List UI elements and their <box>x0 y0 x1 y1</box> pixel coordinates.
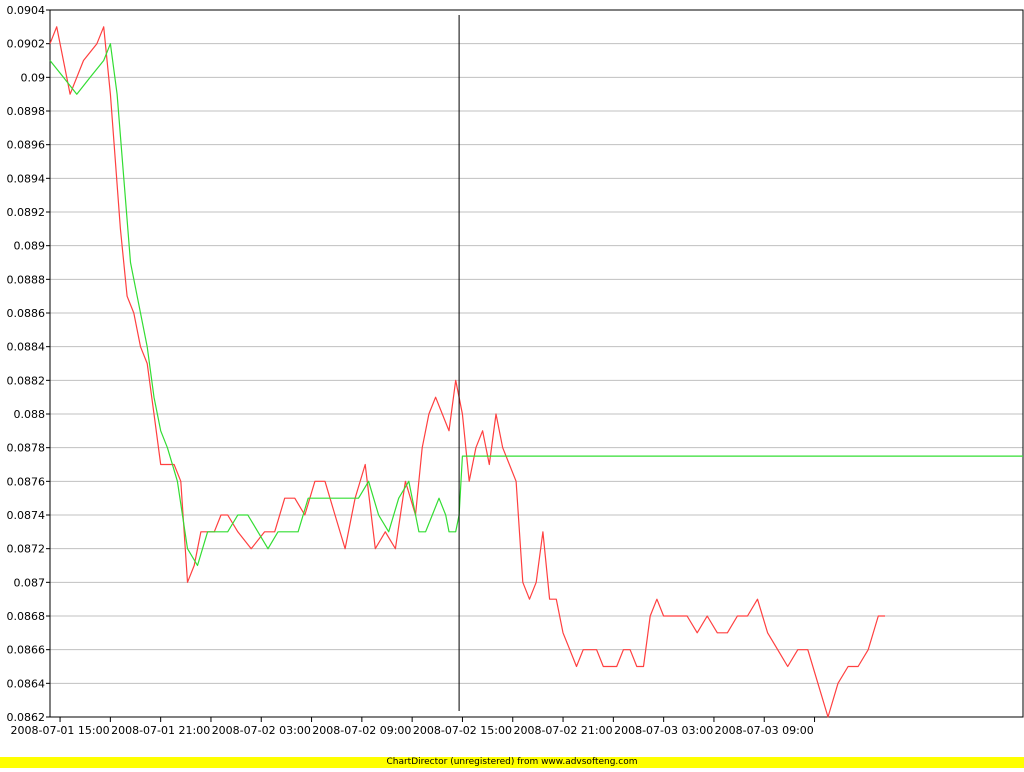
x-tick-label: 2008-07-02 03:00 <box>212 724 311 737</box>
x-tick-label: 2008-07-03 03:00 <box>614 724 713 737</box>
x-tick-label: 2008-07-01 21:00 <box>111 724 210 737</box>
y-tick-label: 0.0884 <box>7 341 46 354</box>
plot-border <box>49 9 1024 718</box>
y-tick-label: 0.09 <box>21 71 46 84</box>
y-tick-label: 0.0886 <box>7 307 46 320</box>
y-tick-label: 0.0862 <box>7 711 46 724</box>
y-tick-label: 0.0892 <box>7 206 46 219</box>
y-tick-label: 0.0902 <box>7 38 46 51</box>
actual-series-line <box>49 26 885 718</box>
x-tick-label: 2008-07-02 15:00 <box>413 724 512 737</box>
y-tick-label: 0.0898 <box>7 105 46 118</box>
axes: 0.0862 0.0864 0.0866 0.0868 0.087 0.0872 0.087… <box>7 4 1024 737</box>
x-tick-label: 2008-07-03 09:00 <box>715 724 814 737</box>
y-tick-label: 0.0868 <box>7 610 46 623</box>
y-tick-label: 0.0866 <box>7 644 46 657</box>
y-tick-label: 0.088 <box>14 408 46 421</box>
y-tick-label: 0.0878 <box>7 442 46 455</box>
series <box>49 26 1023 718</box>
y-tick-label: 0.0874 <box>7 509 46 522</box>
y-tick-label: 0.0888 <box>7 273 46 286</box>
y-tick-label: 0.089 <box>14 240 46 253</box>
forecast-series-line <box>49 43 1023 567</box>
y-tick-label: 0.0904 <box>7 4 46 17</box>
y-tick-label: 0.0872 <box>7 543 46 556</box>
y-tick-label: 0.0876 <box>7 475 46 488</box>
y-tick-label: 0.0894 <box>7 172 46 185</box>
x-tick-label: 2008-07-01 15:00 <box>10 724 109 737</box>
y-tick-label: 0.0882 <box>7 374 46 387</box>
y-tick-label: 0.0896 <box>7 139 46 152</box>
watermark-banner: ChartDirector (unregistered) from www.ad… <box>0 757 1024 768</box>
x-tick-label: 2008-07-02 09:00 <box>312 724 411 737</box>
y-tick-label: 0.0864 <box>7 677 46 690</box>
x-tick-label: 2008-07-02 21:00 <box>513 724 612 737</box>
y-tick-label: 0.087 <box>14 576 46 589</box>
